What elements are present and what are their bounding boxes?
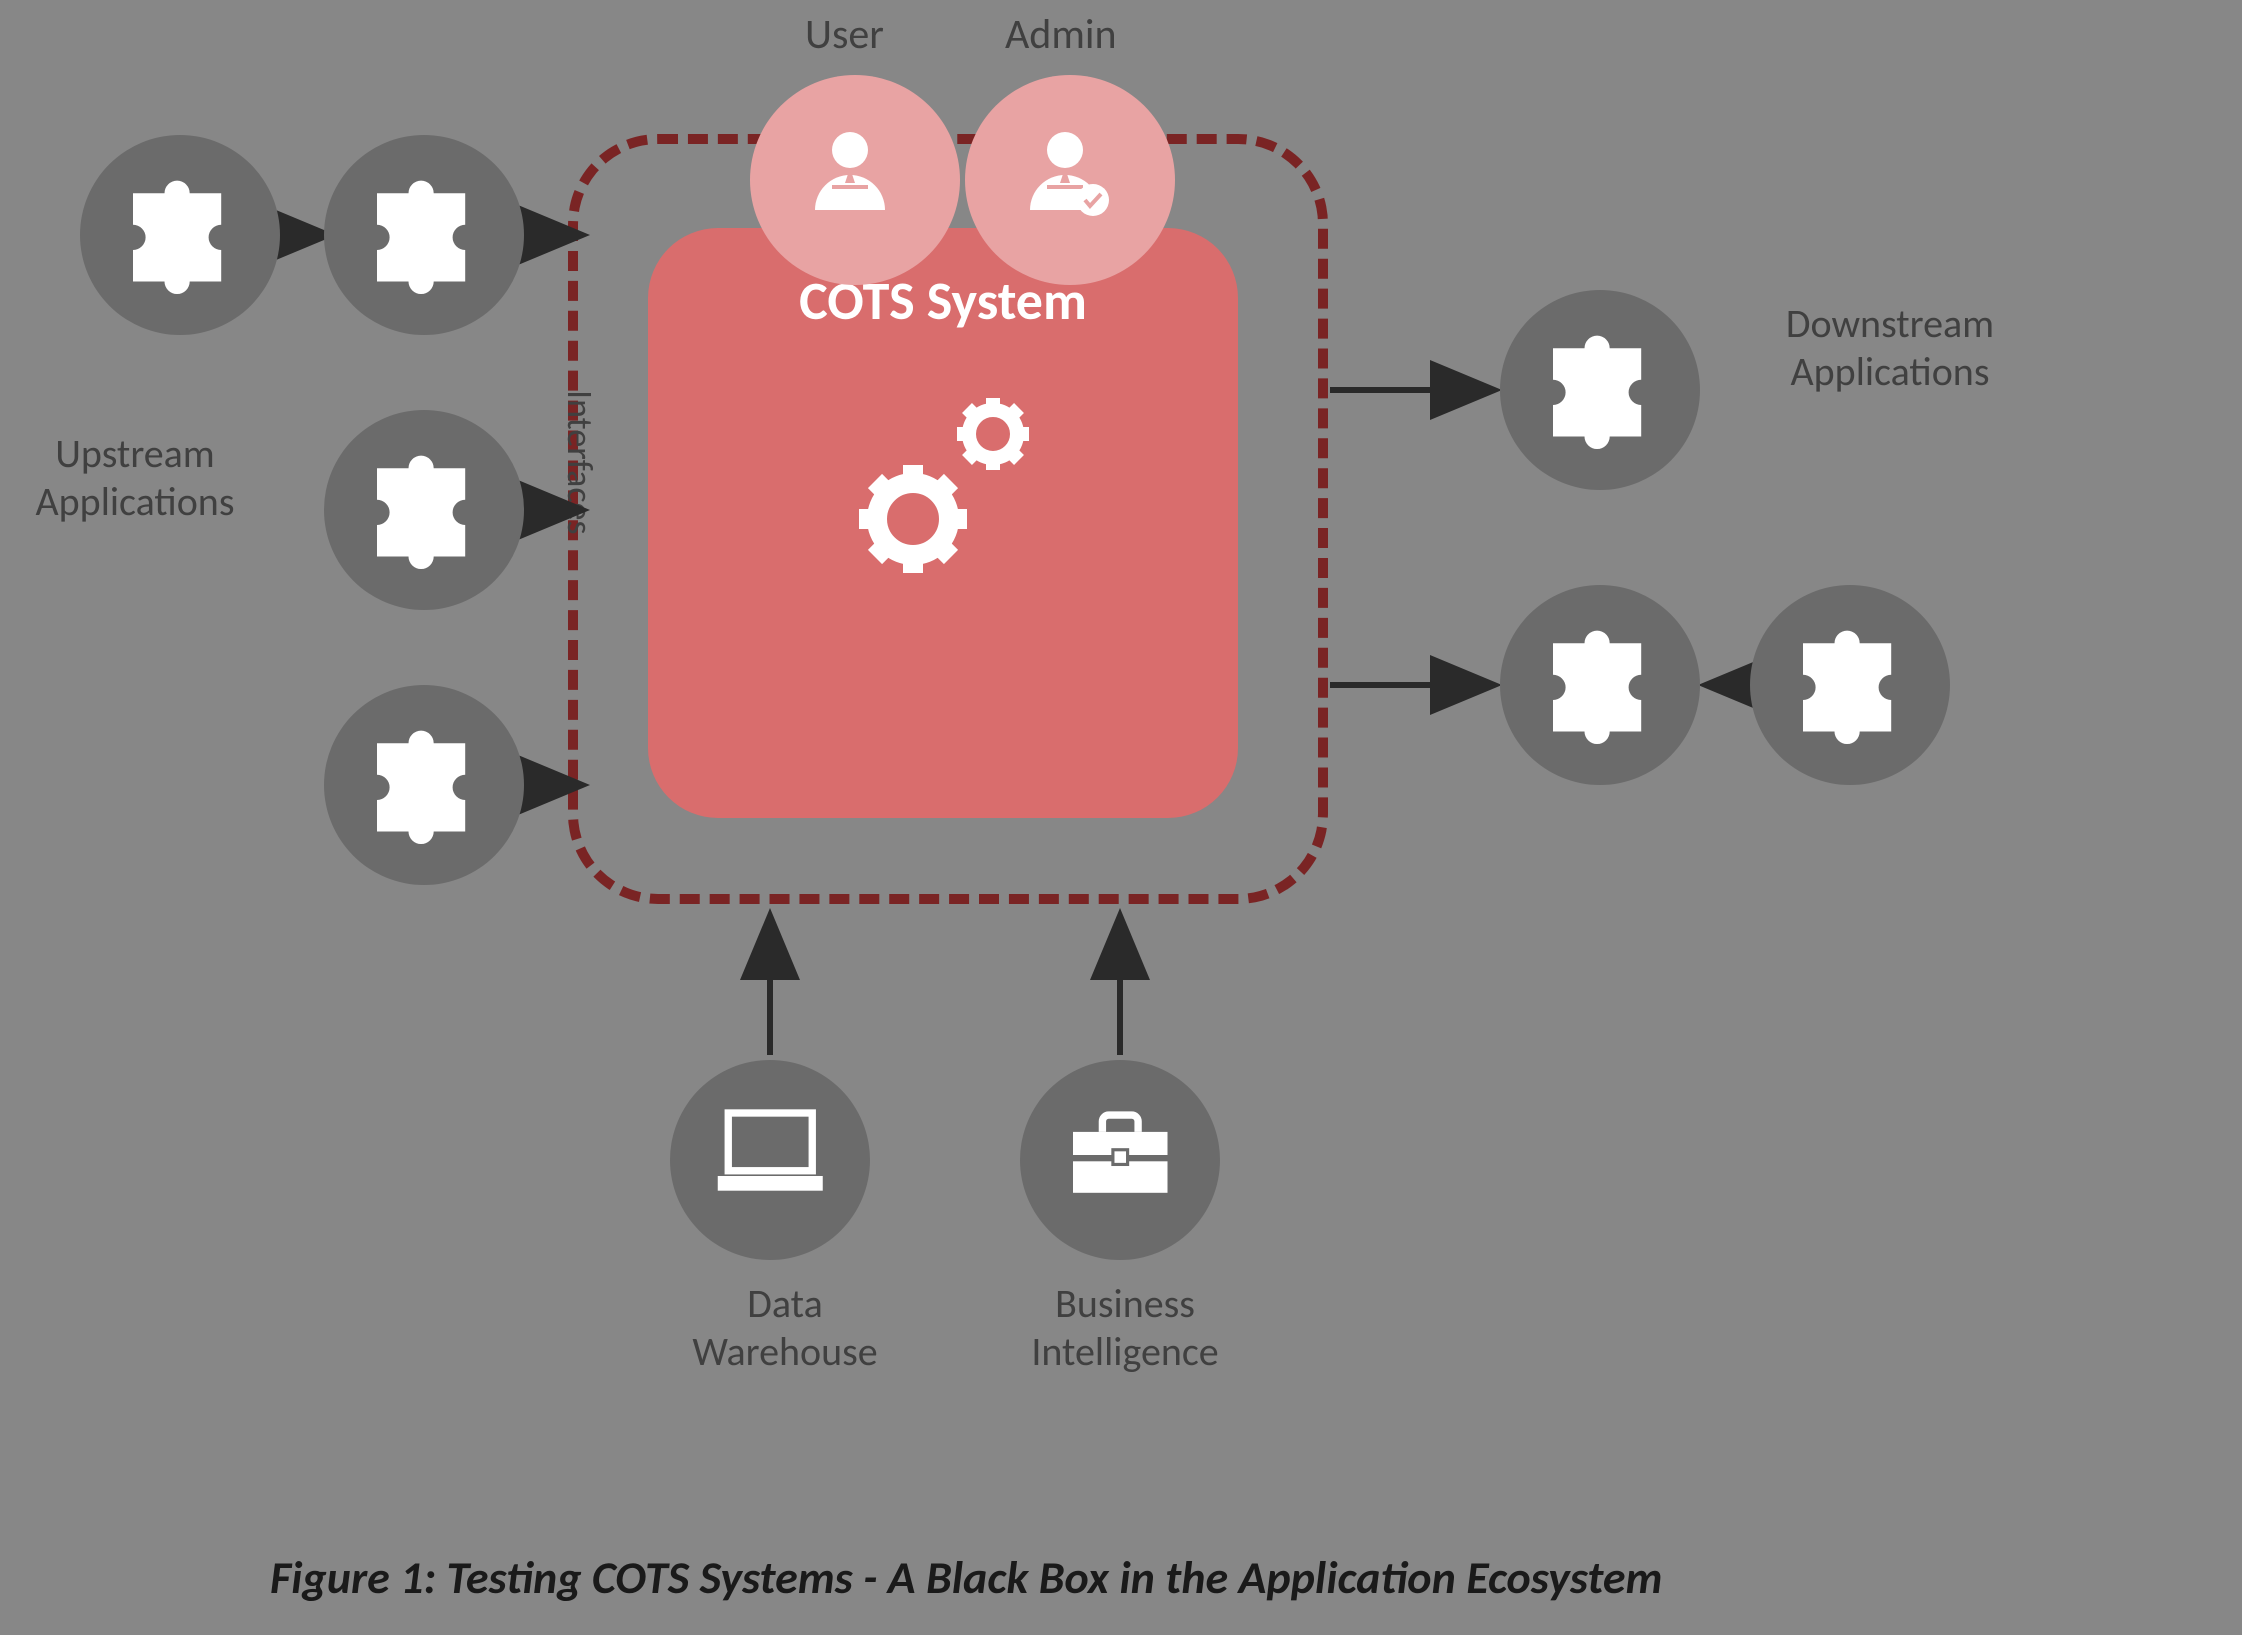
downstream-label: DownstreamApplications bbox=[1750, 300, 2030, 396]
laptop-icon bbox=[702, 1092, 839, 1229]
downstream2a-node bbox=[1500, 585, 1700, 785]
upstream3-node bbox=[324, 685, 524, 885]
puzzle-icon bbox=[356, 167, 493, 304]
upstream-label: UpstreamApplications bbox=[5, 430, 265, 526]
figure-caption: Figure 1: Testing COTS Systems - A Black… bbox=[270, 1550, 1663, 1606]
admin-node bbox=[965, 75, 1175, 285]
puzzle-icon bbox=[356, 442, 493, 579]
puzzle-icon bbox=[1532, 617, 1669, 754]
upstream2-node bbox=[324, 410, 524, 610]
admin-label: Admin bbox=[1005, 10, 1117, 60]
business-intel-label: BusinessIntelligence bbox=[1005, 1280, 1245, 1376]
admin-icon bbox=[1005, 115, 1135, 245]
puzzle-icon bbox=[1782, 617, 1919, 754]
data-warehouse-label: DataWarehouse bbox=[670, 1280, 900, 1376]
briefcase-icon bbox=[1052, 1092, 1189, 1229]
puzzle-icon bbox=[1532, 322, 1669, 459]
interfaces-label: Interfaces bbox=[558, 390, 602, 535]
upstream1b-node bbox=[324, 135, 524, 335]
cots-system-box: COTS System bbox=[648, 228, 1238, 818]
user-label: User bbox=[805, 10, 884, 60]
downstream1-node bbox=[1500, 290, 1700, 490]
downstream2b-node bbox=[1750, 585, 1950, 785]
businessIntel-node bbox=[1020, 1060, 1220, 1260]
upstream1a-node bbox=[80, 135, 280, 335]
user-node bbox=[750, 75, 960, 285]
user-icon bbox=[790, 115, 920, 245]
puzzle-icon bbox=[356, 717, 493, 854]
puzzle-icon bbox=[112, 167, 249, 304]
dataWarehouse-node bbox=[670, 1060, 870, 1260]
